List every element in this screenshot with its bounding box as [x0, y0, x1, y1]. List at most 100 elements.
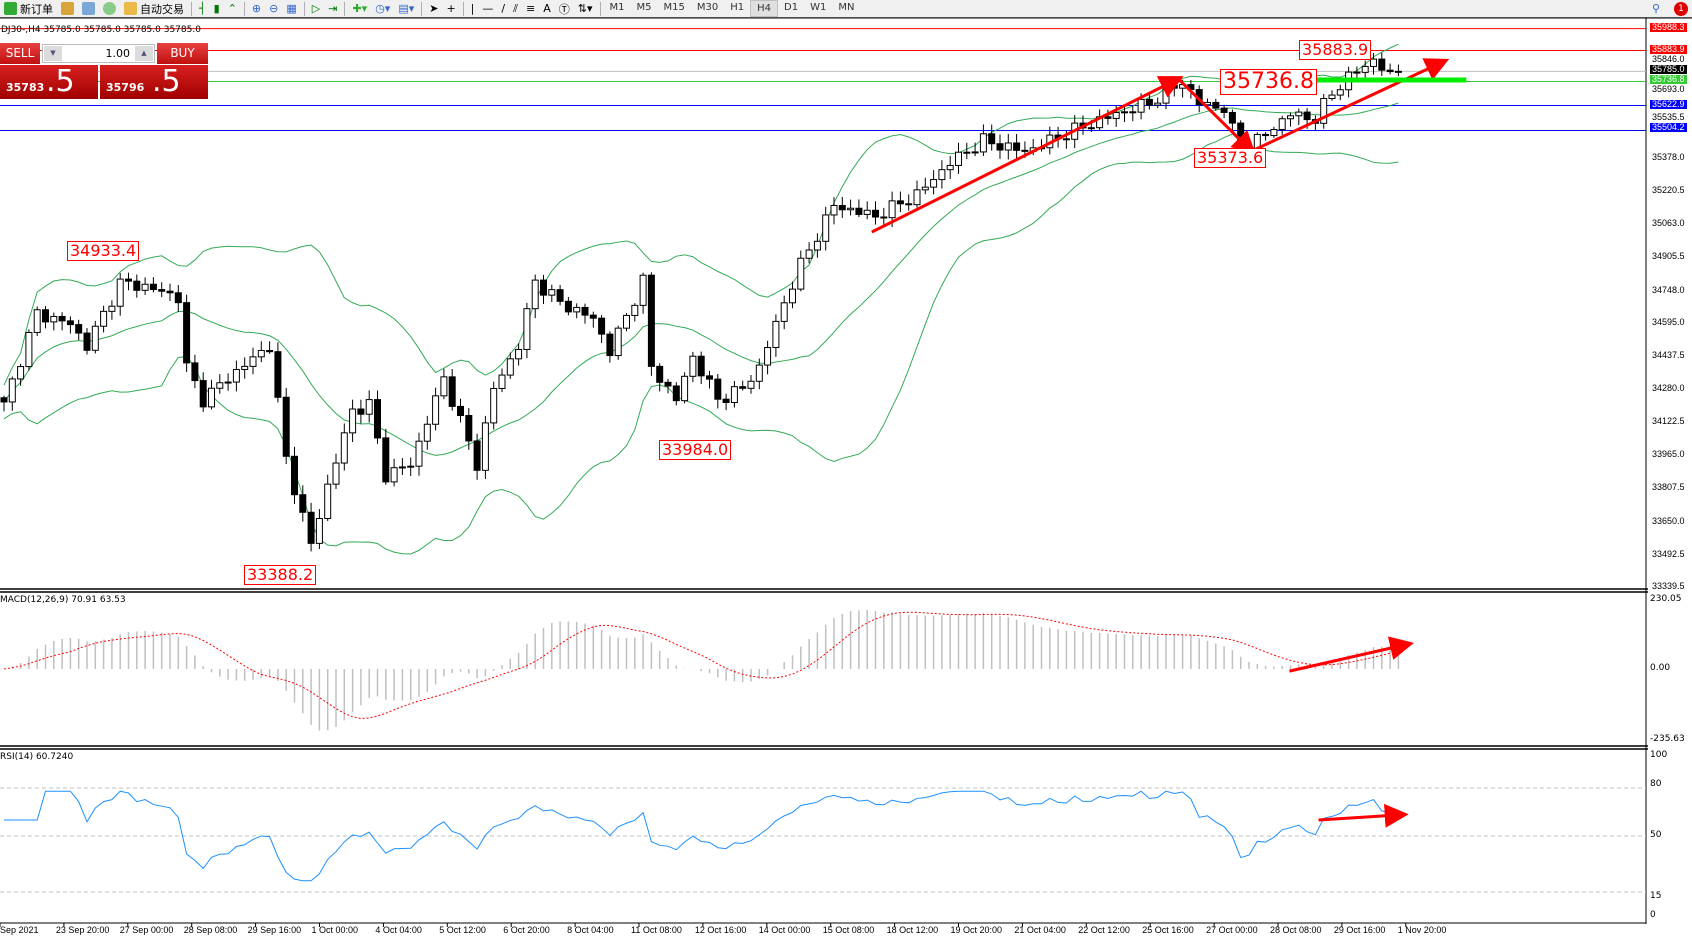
channel-icon: ⫽	[513, 1, 519, 15]
timeframe-w1[interactable]: W1	[810, 2, 827, 13]
templates-button[interactable]: ▤▾	[394, 1, 418, 17]
candle-body	[1212, 101, 1220, 109]
lot-increase-icon[interactable]: ▲	[135, 46, 153, 61]
sell-button[interactable]: SELL	[0, 43, 40, 64]
candle-body	[855, 207, 863, 215]
candle-body	[91, 325, 99, 351]
auto-trading-icon	[124, 2, 137, 15]
trend-arrow	[1251, 58, 1450, 153]
signals-icon	[103, 2, 116, 15]
auto-trading-button[interactable]: 自动交易	[120, 1, 188, 17]
candle-body	[374, 399, 381, 439]
price-axis-label: 35693.0	[1652, 84, 1685, 94]
bar-chart-button[interactable]: ┤	[195, 1, 210, 17]
candle-body	[299, 494, 307, 513]
candle-body	[1270, 128, 1278, 137]
price-axis-label: 35063.0	[1652, 218, 1685, 229]
arrows-icon: ⇅▾	[577, 2, 593, 15]
text-button[interactable]: A	[539, 1, 555, 17]
price-annotation[interactable]: 35883.9	[1299, 40, 1372, 60]
price-annotation[interactable]: 35373.6	[1194, 148, 1267, 168]
price-annotation[interactable]: 34933.4	[67, 241, 140, 261]
time-axis-label: 14 Oct 00:00	[758, 925, 811, 935]
candle-body	[905, 203, 913, 206]
templates-icon: ▤▾	[398, 2, 415, 15]
zoom-in-button[interactable]: ⊕	[248, 1, 265, 17]
price-axis-label: 33650.0	[1652, 515, 1685, 526]
tile-windows-button[interactable]: ▦	[282, 1, 300, 17]
candle-body	[971, 151, 979, 154]
candle-body	[838, 204, 846, 211]
timeframe-m5[interactable]: M5	[636, 2, 652, 13]
timeframe-h1[interactable]: H1	[730, 2, 745, 13]
equidistant-channel-button[interactable]: ⫽	[509, 1, 522, 17]
candle-body	[1361, 65, 1369, 73]
candle-body	[1278, 118, 1286, 130]
rsi-label: RSI(14) 60.7240	[0, 752, 74, 762]
timeframe-h4[interactable]: H4	[750, 0, 779, 17]
autoscroll-button[interactable]: ▷	[308, 1, 324, 17]
candle-body	[722, 398, 730, 404]
vertical-line-button[interactable]: |	[467, 1, 479, 17]
candle-body	[407, 465, 415, 468]
lot-value: 1.00	[105, 47, 131, 60]
timeframe-mn[interactable]: MN	[838, 2, 855, 13]
candle-body	[1370, 58, 1377, 67]
price-annotation[interactable]: 33984.0	[659, 440, 732, 460]
candle-body	[664, 381, 672, 387]
lot-size-input[interactable]: ▼ 1.00 ▲	[42, 44, 155, 63]
price-annotation[interactable]: 33388.2	[244, 565, 317, 585]
candle-body	[1220, 107, 1228, 113]
history-button[interactable]	[78, 1, 99, 17]
history-icon	[82, 2, 95, 15]
candle-body	[324, 483, 332, 520]
sell-price-button[interactable]: 35783 .5	[0, 65, 98, 99]
candle-body	[191, 362, 199, 382]
crosshair-button[interactable]: +	[442, 1, 459, 17]
zoom-in-icon: ⊕	[251, 2, 262, 15]
signals-button[interactable]	[99, 1, 120, 17]
trendline-button[interactable]: /	[497, 1, 509, 17]
buy-button[interactable]: BUY	[157, 43, 208, 64]
timeframe-m1[interactable]: M1	[609, 2, 625, 13]
candle-body	[108, 305, 116, 312]
horizontal-line-button[interactable]: —	[478, 1, 497, 17]
timeframe-m15[interactable]: M15	[663, 2, 685, 13]
indicators-button[interactable]: ✚▾	[348, 1, 371, 17]
bollinger-middle	[3, 102, 1399, 456]
buy-price-button[interactable]: 35796 .5	[100, 65, 208, 99]
candlestick-button[interactable]: ▮	[210, 1, 224, 17]
candle-body	[755, 364, 763, 382]
one-click-trading-panel: SELL ▼ 1.00 ▲ BUY 35783 .5 35796 .5	[0, 43, 208, 99]
candle-body	[1328, 94, 1336, 100]
macd-axis-label: 230.05	[1650, 594, 1682, 604]
fibonacci-button[interactable]: ≡	[522, 1, 539, 17]
periods-button[interactable]: ◷▾	[371, 1, 394, 17]
cursor-button[interactable]: ➤	[425, 1, 442, 17]
text-label-button[interactable]: Ⓣ	[555, 1, 574, 17]
candle-body	[382, 437, 390, 483]
horizontal-line-icon: —	[482, 2, 494, 15]
notification-badge[interactable]: 1	[1674, 1, 1688, 16]
price-level-label: 35736.8	[1650, 74, 1687, 84]
search-icon[interactable]: ⚲	[1651, 2, 1660, 15]
candle-body	[33, 309, 41, 333]
new-order-icon	[4, 2, 17, 15]
new-order-label: 新订单	[20, 2, 53, 16]
metaeditor-button[interactable]	[57, 1, 78, 17]
lot-decrease-icon[interactable]: ▼	[44, 46, 62, 61]
new-order-button[interactable]: 新订单	[0, 1, 57, 17]
rsi-axis-label: 15	[1650, 891, 1662, 901]
timeframe-d1[interactable]: D1	[784, 2, 799, 13]
line-chart-button[interactable]: ⌃	[224, 1, 241, 17]
separator	[462, 1, 464, 16]
price-annotation-large[interactable]: 35736.8	[1220, 69, 1317, 95]
candle-body	[1121, 111, 1128, 114]
arrows-button[interactable]: ⇅▾	[574, 1, 597, 17]
time-axis-label: 12 Oct 16:00	[694, 925, 747, 935]
zoom-out-button[interactable]: ⊖	[265, 1, 282, 17]
timeframe-m30[interactable]: M30	[696, 2, 719, 13]
candle-body	[564, 300, 572, 313]
chart-shift-button[interactable]: ⇥	[324, 1, 341, 17]
